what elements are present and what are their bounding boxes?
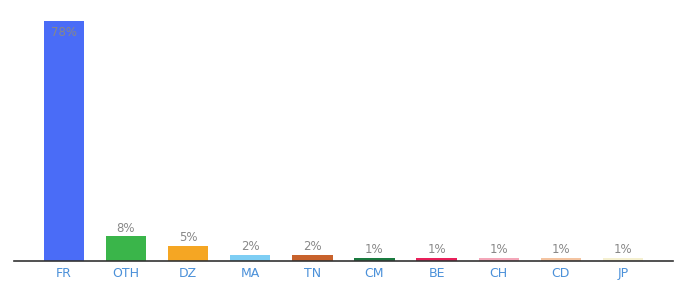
Text: 1%: 1%	[551, 243, 571, 256]
Text: 1%: 1%	[490, 243, 508, 256]
Bar	[230, 255, 271, 261]
Bar	[603, 258, 643, 261]
Bar	[479, 258, 519, 261]
Bar	[416, 258, 457, 261]
Bar	[105, 236, 146, 261]
Text: 1%: 1%	[427, 243, 446, 256]
Bar	[292, 255, 333, 261]
Bar	[168, 246, 208, 261]
Text: 2%: 2%	[303, 240, 322, 253]
Text: 8%: 8%	[117, 222, 135, 235]
Text: 78%: 78%	[51, 26, 77, 39]
Text: 1%: 1%	[365, 243, 384, 256]
Bar	[541, 258, 581, 261]
Text: 1%: 1%	[614, 243, 632, 256]
Bar	[44, 21, 84, 261]
Text: 5%: 5%	[179, 231, 197, 244]
Bar	[354, 258, 394, 261]
Text: 2%: 2%	[241, 240, 260, 253]
